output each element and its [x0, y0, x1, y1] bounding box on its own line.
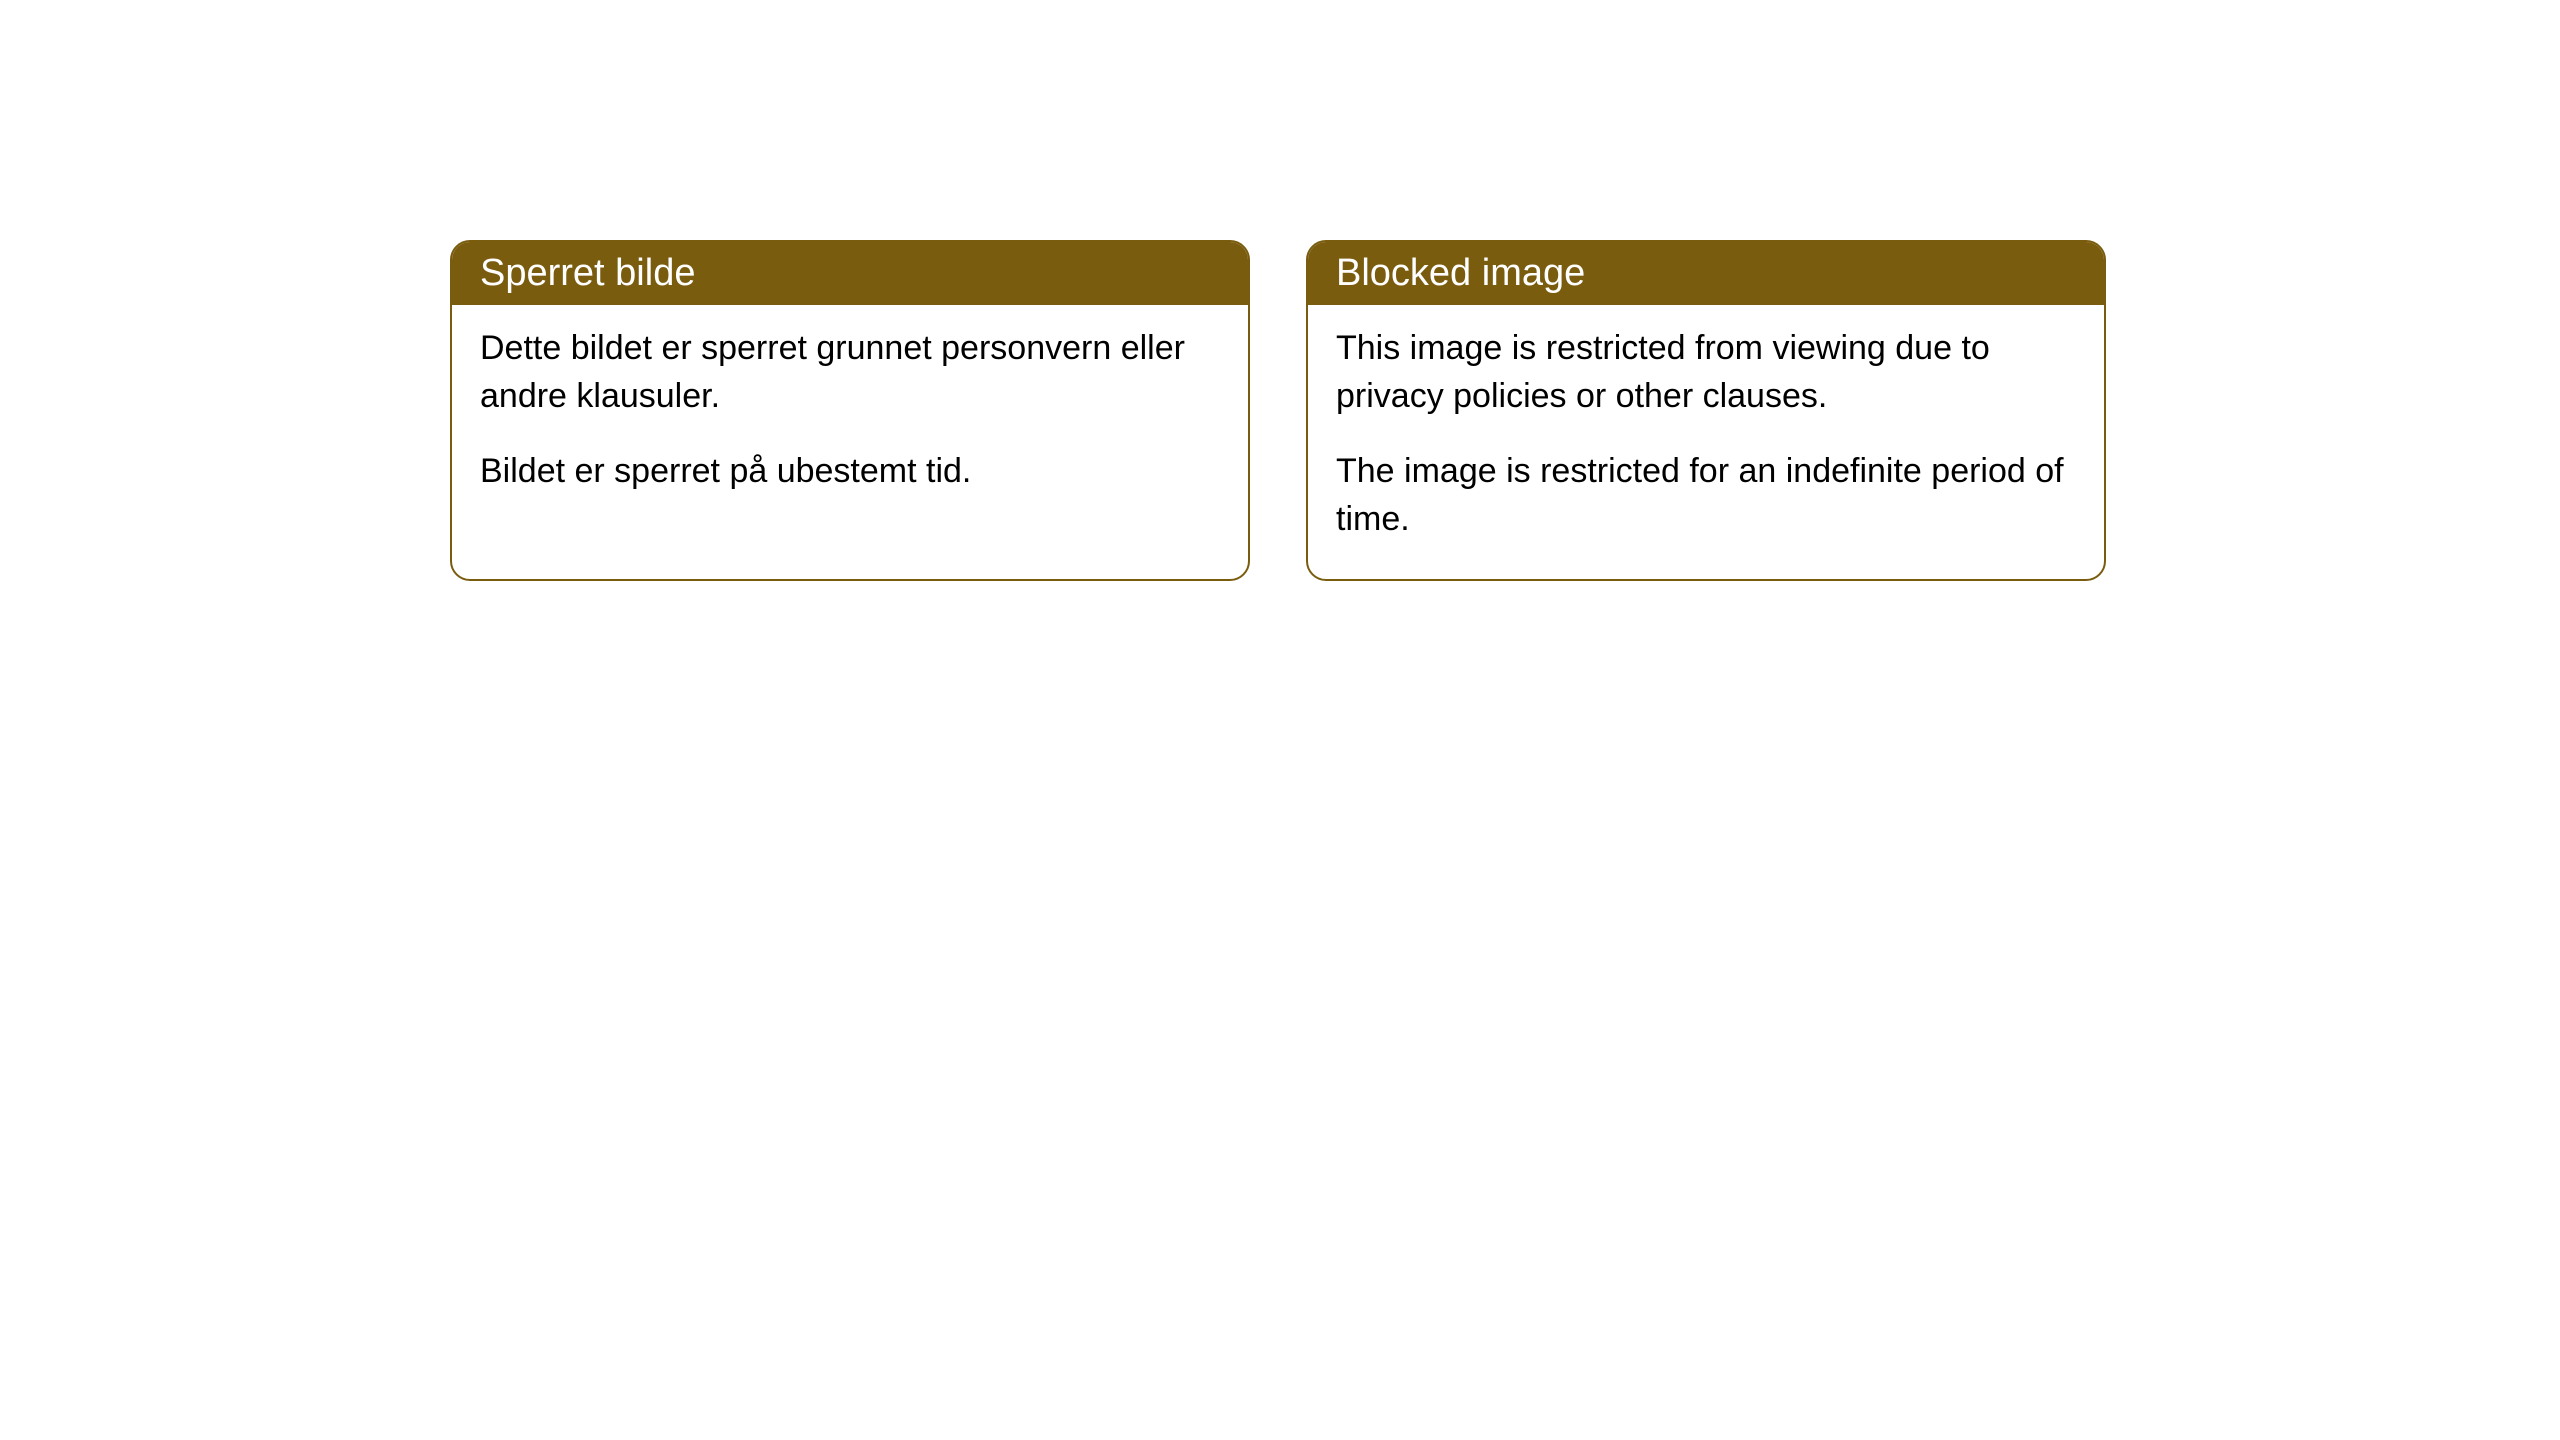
- notice-title-english: Blocked image: [1336, 252, 1585, 294]
- notice-title-norwegian: Sperret bilde: [480, 252, 695, 294]
- notice-paragraph-2-norwegian: Bildet er sperret på ubestemt tid.: [480, 448, 1220, 496]
- notice-card-norwegian: Sperret bilde Dette bildet er sperret gr…: [450, 240, 1250, 581]
- notice-header-norwegian: Sperret bilde: [452, 242, 1248, 305]
- notice-paragraph-1-norwegian: Dette bildet er sperret grunnet personve…: [480, 325, 1220, 420]
- notice-body-norwegian: Dette bildet er sperret grunnet personve…: [452, 305, 1248, 532]
- notice-card-english: Blocked image This image is restricted f…: [1306, 240, 2106, 581]
- notice-container: Sperret bilde Dette bildet er sperret gr…: [450, 240, 2106, 581]
- notice-paragraph-1-english: This image is restricted from viewing du…: [1336, 325, 2076, 420]
- notice-header-english: Blocked image: [1308, 242, 2104, 305]
- notice-paragraph-2-english: The image is restricted for an indefinit…: [1336, 448, 2076, 543]
- notice-body-english: This image is restricted from viewing du…: [1308, 305, 2104, 579]
